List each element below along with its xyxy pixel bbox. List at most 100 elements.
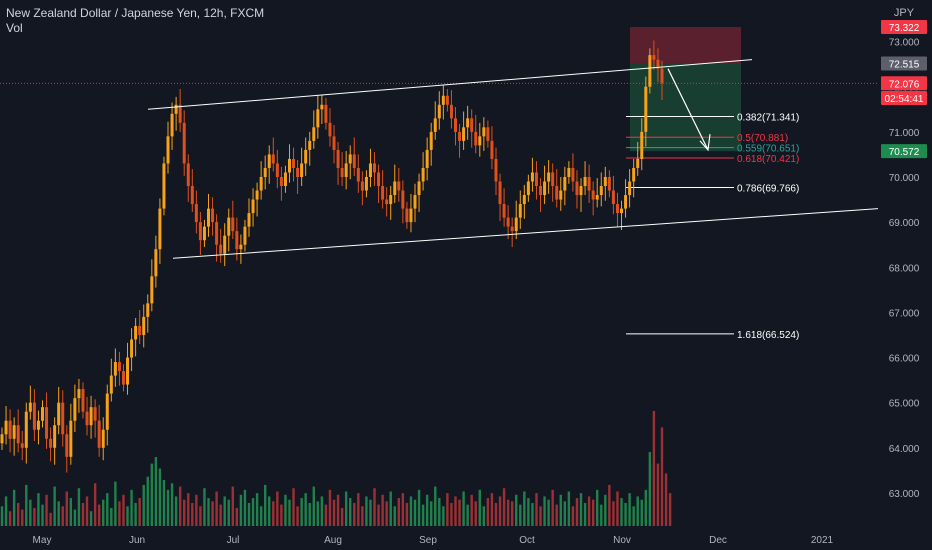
candle-body — [559, 190, 563, 200]
time-tick-label: Oct — [519, 535, 535, 546]
candle-body — [506, 217, 510, 227]
volume-bar — [417, 489, 421, 526]
candlesticks — [0, 40, 664, 473]
price-tick-label: 71.000 — [889, 128, 920, 139]
volume-bar — [652, 411, 656, 526]
candle-body — [211, 208, 215, 223]
price-tag-box — [881, 91, 927, 106]
candle-body — [547, 172, 551, 182]
volume-bar — [434, 486, 437, 526]
candle-body — [636, 158, 640, 168]
candle-body — [458, 131, 462, 141]
volume-bar — [191, 503, 194, 526]
candle-body — [308, 140, 312, 150]
channel-top-line[interactable] — [147, 59, 753, 110]
volume-bar — [567, 491, 571, 526]
candle-body — [571, 167, 575, 182]
candle-body — [466, 118, 470, 128]
volume-bar — [648, 452, 652, 526]
projection-arrow-line[interactable] — [667, 68, 709, 151]
volume-bar — [134, 503, 137, 526]
volume-bar — [102, 499, 105, 526]
candle-body — [356, 167, 360, 182]
candle-body — [259, 176, 263, 191]
candle-body — [421, 167, 425, 182]
volume-bar — [12, 489, 16, 526]
candle-body — [190, 186, 194, 205]
volume-bar — [106, 493, 109, 526]
volume-bar — [231, 486, 234, 526]
volume-bar — [288, 499, 291, 526]
candle-body — [93, 407, 97, 421]
candle-body — [89, 407, 93, 426]
candle-body — [304, 149, 308, 164]
candle-body — [583, 176, 587, 187]
candle-body — [16, 425, 20, 444]
volume-bar — [397, 498, 401, 526]
candle-body — [373, 163, 377, 173]
candle-body — [587, 176, 591, 191]
volume-bar — [664, 473, 668, 526]
volume-bar — [73, 509, 77, 526]
candle-body — [449, 104, 453, 119]
volume-bar — [0, 506, 4, 526]
volume-bar — [110, 507, 113, 526]
volume-bar — [462, 491, 465, 526]
volume-bar — [199, 506, 202, 526]
fibonacci-levels[interactable]: 0.382(71.341) 0.5(70.881)0.559(70.651)0.6… — [626, 112, 799, 341]
volume-bar — [523, 491, 526, 526]
candle-body — [429, 131, 433, 150]
candle-body — [603, 176, 607, 187]
price-tick-label: 67.000 — [889, 308, 920, 319]
volume-bar — [336, 494, 340, 526]
price-tick-label: 68.000 — [889, 263, 920, 274]
candle-body — [292, 158, 296, 168]
volume-bar — [170, 483, 174, 526]
candle-body — [433, 118, 437, 132]
volume-bar — [304, 493, 307, 526]
volume-bar — [150, 463, 154, 526]
time-tick-label: Aug — [324, 535, 342, 546]
volume-bar — [401, 493, 405, 526]
volume-bar — [490, 493, 494, 526]
candle-body — [227, 217, 231, 236]
candle-body — [648, 55, 652, 87]
candle-body — [607, 176, 611, 191]
chart-header: New Zealand Dollar / Japanese Yen, 12h, … — [6, 6, 264, 36]
time-axis[interactable]: May Jun Jul Aug Sep Oct Nov Dec 2021 — [33, 535, 834, 546]
candle-body — [69, 420, 73, 457]
volume-bar — [498, 496, 502, 526]
candle-body — [644, 86, 648, 132]
volume-bar — [656, 463, 660, 526]
volume-bar — [316, 501, 320, 526]
volume-bar — [357, 493, 360, 526]
volume-bars — [0, 411, 672, 526]
volume-bar — [425, 494, 429, 526]
candle-body — [478, 136, 482, 146]
volume-bar — [154, 457, 158, 526]
candle-body — [174, 104, 178, 114]
volume-bar — [29, 499, 32, 526]
volume-bar — [612, 501, 615, 526]
volume-bar — [409, 496, 413, 526]
candle-body — [539, 186, 543, 196]
volume-bar — [4, 496, 8, 526]
candle-body — [20, 443, 24, 448]
candle-body — [336, 149, 340, 168]
trendlines[interactable] — [147, 59, 879, 259]
candle-body — [328, 122, 332, 137]
candle-body — [0, 434, 4, 444]
channel-bottom-line[interactable] — [172, 208, 879, 259]
candle-body — [77, 389, 81, 399]
candle-body — [417, 181, 421, 196]
candle-body — [158, 208, 162, 250]
volume-bar — [644, 489, 648, 526]
time-tick-label: Jun — [129, 535, 145, 546]
candle-body — [652, 55, 656, 60]
price-tag-label: 02:54:41 — [885, 94, 924, 105]
candle-body — [518, 204, 522, 218]
stop-loss-zone[interactable] — [630, 27, 741, 64]
